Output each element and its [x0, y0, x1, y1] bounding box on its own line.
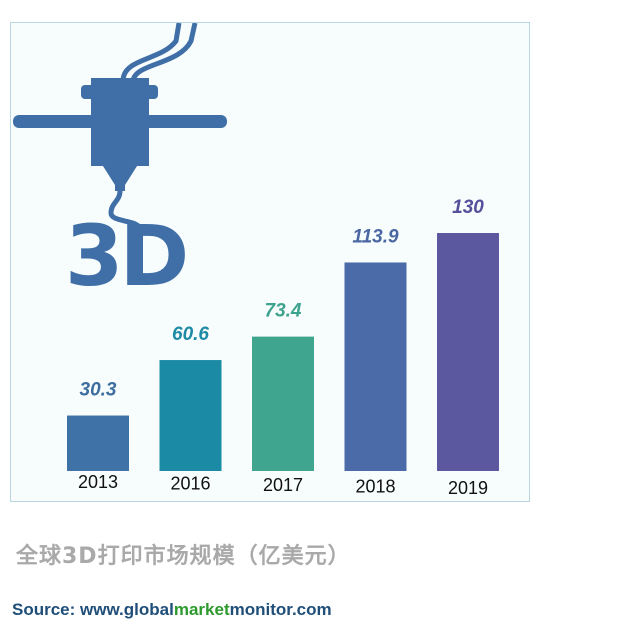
category-label-2018: 2018: [355, 477, 395, 497]
source-prefix: Source: www.: [12, 600, 124, 619]
3d-printer-nozzle-icon: [13, 23, 227, 232]
bar-2019: [437, 233, 499, 471]
source-part-market: market: [173, 600, 230, 619]
chart-panel: 3D 30.3 2013 60.6 2016 73.4 2017 113.9 2018 130 2…: [10, 22, 530, 502]
source-part-global: global: [123, 600, 174, 619]
value-label-2017: 73.4: [265, 301, 302, 322]
chart-title: 全球3D打印市场规模（亿美元）: [16, 544, 351, 569]
category-label-2019: 2019: [448, 478, 488, 498]
category-label-2016: 2016: [170, 474, 210, 494]
bar-2018: [344, 262, 407, 471]
category-label-2017: 2017: [263, 475, 303, 495]
value-label-2019: 130: [452, 197, 484, 218]
value-label-2013: 30.3: [80, 380, 117, 401]
bar-chart: 3D 30.3 2013 60.6 2016 73.4 2017 113.9 2018 130 2…: [13, 23, 499, 498]
logo-3d-text: 3D: [65, 207, 185, 305]
source-part-monitor: monitor: [229, 600, 292, 619]
source-line: Source: www.globalmarketmonitor.com: [12, 600, 332, 620]
bar-2016: [159, 360, 222, 471]
value-label-2018: 113.9: [352, 226, 399, 247]
bar-2013: [67, 415, 129, 471]
bar-2017: [252, 336, 314, 471]
category-label-2013: 2013: [78, 472, 118, 492]
value-label-2016: 60.6: [172, 324, 209, 345]
bars: 30.3 2013 60.6 2016 73.4 2017 113.9 2018 130 2019: [67, 197, 499, 498]
source-suffix: .com: [291, 600, 332, 619]
